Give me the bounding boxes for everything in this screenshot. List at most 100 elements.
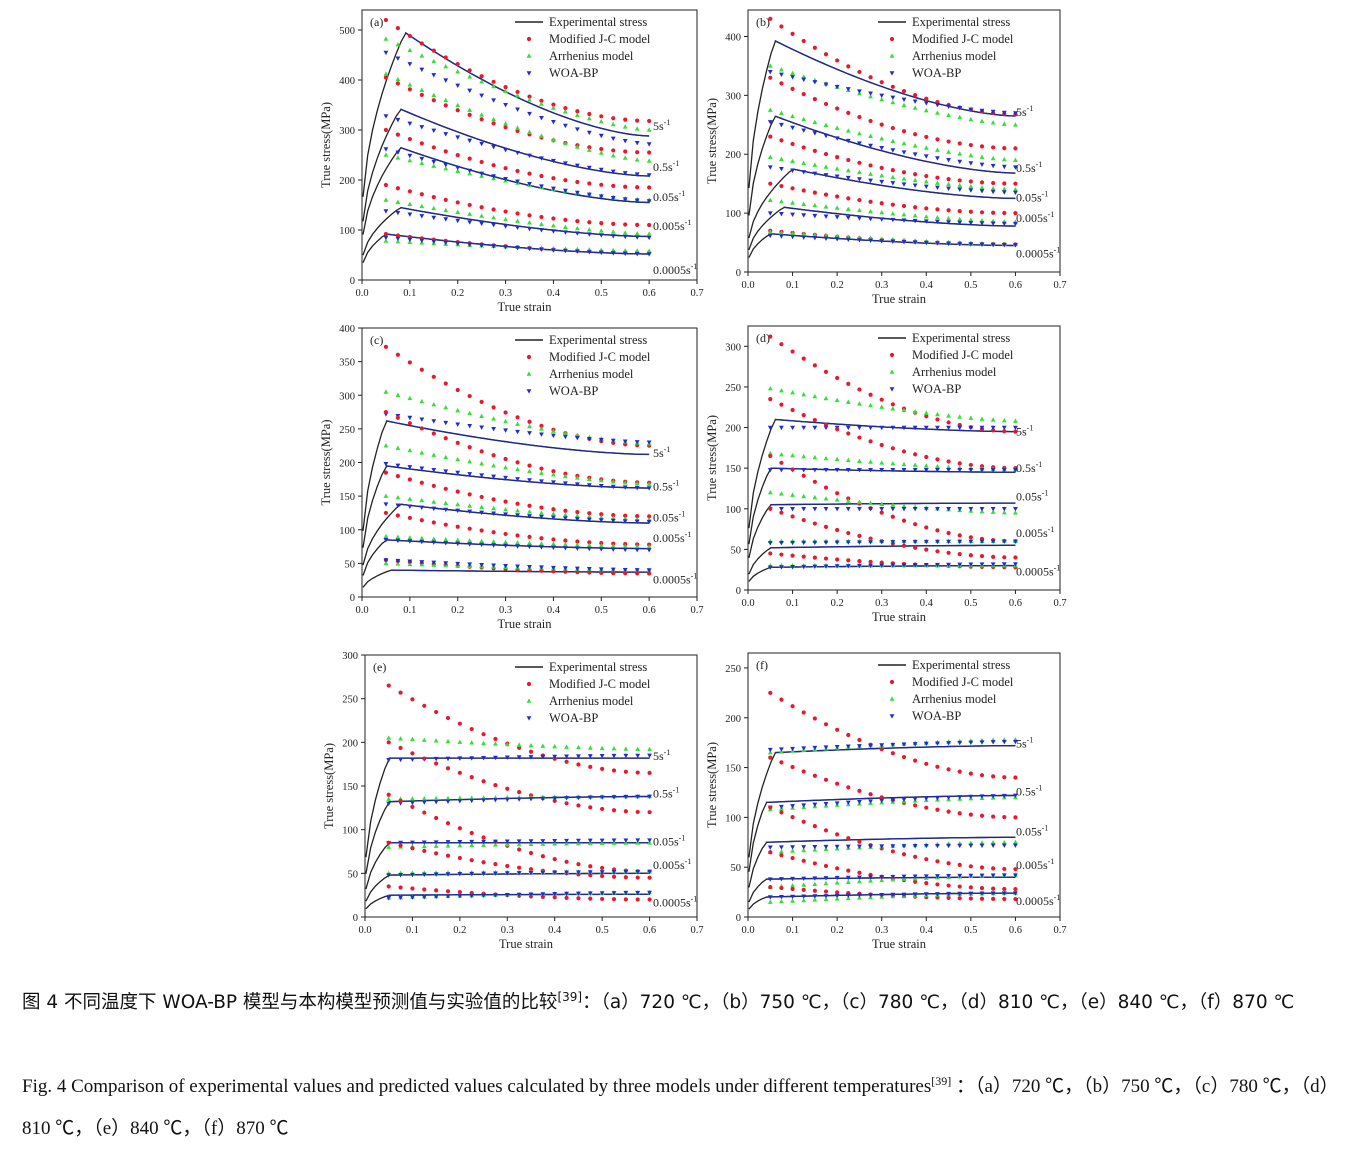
arr-point xyxy=(419,87,425,92)
woa-point xyxy=(946,795,951,800)
jc-point xyxy=(445,853,451,858)
woa-point xyxy=(957,795,963,800)
woa-point xyxy=(1001,242,1007,248)
jc-point xyxy=(395,473,400,479)
jc-point xyxy=(563,538,568,543)
woa-point xyxy=(823,173,829,178)
arr-point xyxy=(957,216,963,222)
woa-point xyxy=(455,83,461,89)
woa-point xyxy=(979,873,985,879)
jc-point xyxy=(901,449,907,454)
arr-point xyxy=(1001,121,1007,126)
arr-point xyxy=(455,209,461,215)
jc-point xyxy=(868,536,873,541)
jc-point xyxy=(968,553,973,558)
woa-point xyxy=(979,562,985,567)
woa-point xyxy=(431,239,437,245)
woa-point xyxy=(410,895,415,900)
woa-point xyxy=(539,514,544,520)
woa-point xyxy=(946,843,951,849)
woa-point xyxy=(790,168,795,173)
woa-point xyxy=(912,425,918,431)
woa-point xyxy=(564,870,569,875)
woa-point xyxy=(467,88,473,94)
y-tick-label: 100 xyxy=(725,813,741,824)
woa-point xyxy=(823,236,829,241)
arr-point xyxy=(551,137,556,142)
arr-point xyxy=(767,197,773,202)
woa-point xyxy=(957,740,963,746)
jc-point xyxy=(957,769,962,774)
jc-point xyxy=(835,527,840,533)
woa-point xyxy=(421,840,427,845)
woa-point xyxy=(395,503,401,508)
jc-point xyxy=(503,410,508,415)
woa-point xyxy=(901,218,907,223)
woa-point xyxy=(1001,793,1007,799)
woa-point xyxy=(493,798,498,803)
arr-point xyxy=(469,842,475,848)
legend-label: Modified J-C model xyxy=(912,348,1014,362)
jc-point xyxy=(515,533,520,538)
jc-point xyxy=(957,896,962,901)
jc-point xyxy=(946,177,951,182)
jc-point xyxy=(868,118,873,124)
panel-label: (e) xyxy=(373,660,386,674)
woa-point xyxy=(879,425,885,431)
y-tick-label: 200 xyxy=(725,714,741,725)
jc-point xyxy=(647,897,652,902)
jc-point xyxy=(445,766,451,771)
woa-point xyxy=(599,838,605,843)
woa-point xyxy=(599,891,605,896)
woa-point xyxy=(801,467,807,473)
arr-point xyxy=(395,199,401,204)
jc-point xyxy=(968,209,973,214)
jc-point xyxy=(1002,815,1007,820)
woa-point xyxy=(527,153,532,159)
woa-point xyxy=(646,142,652,147)
woa-point xyxy=(879,239,885,244)
legend-swatch-arr xyxy=(889,53,895,58)
arr-point xyxy=(812,881,818,886)
jc-point xyxy=(395,233,400,238)
woa-point xyxy=(503,103,508,108)
jc-point xyxy=(901,518,907,523)
jc-point xyxy=(491,405,496,410)
woa-point xyxy=(1013,165,1018,170)
arr-point xyxy=(834,125,840,130)
jc-point xyxy=(395,513,400,518)
jc-point xyxy=(823,369,829,374)
woa-point xyxy=(576,891,581,896)
woa-point xyxy=(527,111,532,117)
arr-point xyxy=(879,501,885,506)
woa-point xyxy=(968,843,974,849)
woa-bp-fit-line xyxy=(770,544,1016,549)
arr-point xyxy=(574,475,580,480)
woa-point xyxy=(467,562,473,567)
woa-bp-fit-line xyxy=(765,794,1016,804)
x-tick-label: 0.2 xyxy=(451,605,464,616)
strain-rate-label: 0.0005s-1 xyxy=(1016,245,1060,260)
jc-point xyxy=(395,81,400,86)
woa-point xyxy=(767,541,773,546)
woa-point xyxy=(779,804,784,810)
arr-point xyxy=(767,229,773,234)
arr-point xyxy=(901,176,907,181)
jc-point xyxy=(527,503,532,508)
arr-point xyxy=(1013,122,1018,127)
jc-point xyxy=(846,558,851,563)
jc-point xyxy=(957,862,962,867)
woa-point xyxy=(419,505,425,511)
legend-label: Arrhenius model xyxy=(549,694,634,708)
x-tick-label: 0.5 xyxy=(595,605,608,616)
woa-point xyxy=(539,247,544,252)
arr-point xyxy=(587,745,593,750)
arr-point xyxy=(779,110,784,116)
jc-point xyxy=(846,530,851,536)
woa-point xyxy=(634,568,640,573)
arr-point xyxy=(957,182,963,188)
woa-point xyxy=(901,97,907,102)
arr-point xyxy=(901,140,907,146)
jc-point xyxy=(812,97,817,102)
woa-point xyxy=(455,508,461,514)
